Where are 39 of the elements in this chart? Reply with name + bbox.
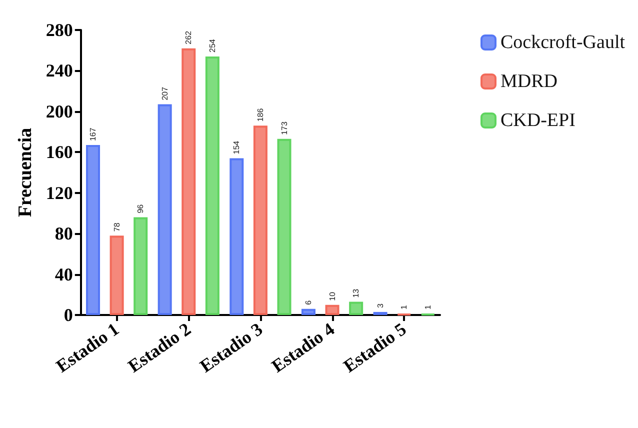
data-label: 254: [208, 38, 217, 52]
y-tick-label: 280: [46, 20, 73, 40]
data-label: 3: [376, 302, 385, 308]
data-label: 1: [423, 304, 432, 310]
y-tick-label: 0: [64, 305, 73, 325]
bar: [325, 304, 340, 315]
bar: [301, 308, 316, 315]
data-label: 186: [256, 108, 265, 122]
data-label: 10: [328, 291, 337, 301]
y-tick-label: 160: [46, 142, 73, 162]
bar: [253, 126, 268, 315]
y-tick-label: 120: [46, 182, 73, 203]
bar: [349, 302, 364, 315]
legend-label: CKD-EPI: [500, 110, 576, 131]
legend-label: Cockcroft-Gault: [500, 32, 626, 53]
bar: [277, 138, 292, 315]
data-label: 167: [88, 127, 98, 142]
bar: [182, 48, 196, 315]
bar: [134, 217, 148, 315]
legend-label: MDRD: [500, 71, 558, 92]
data-label: 13: [352, 288, 361, 298]
bar: [110, 236, 124, 315]
y-axis-title: Frecuencia: [15, 127, 36, 218]
data-label: 154: [232, 140, 242, 154]
data-label: 96: [136, 204, 146, 214]
data-label: 173: [280, 121, 289, 135]
y-tick-label: 240: [46, 60, 73, 81]
data-label: 78: [112, 222, 122, 232]
bar: [86, 145, 100, 315]
y-tick-label: 200: [46, 101, 73, 122]
bar: [205, 56, 220, 315]
bar: [158, 104, 172, 315]
y-tick-label: 40: [54, 264, 73, 284]
bar: [230, 158, 244, 315]
y-tick-label: 80: [54, 224, 73, 244]
data-label: 6: [304, 300, 313, 305]
data-label: 262: [184, 30, 194, 44]
data-label: 207: [160, 86, 170, 100]
data-label: 1: [400, 304, 409, 310]
